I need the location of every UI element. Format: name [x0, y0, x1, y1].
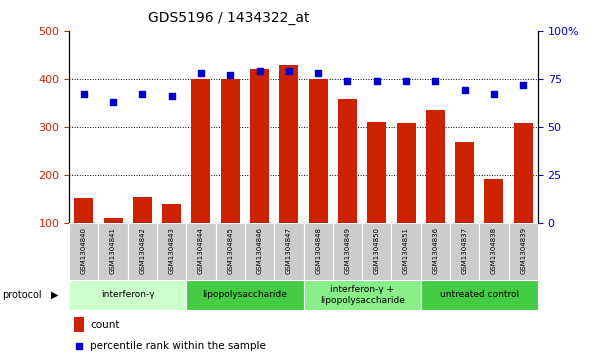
- Text: GSM1304851: GSM1304851: [403, 227, 409, 274]
- Bar: [309, 79, 328, 223]
- Text: GSM1304841: GSM1304841: [110, 227, 116, 274]
- Bar: [367, 122, 386, 223]
- Bar: [162, 204, 181, 223]
- Text: lipopolysaccharide: lipopolysaccharide: [203, 290, 287, 299]
- Point: [196, 70, 206, 76]
- Bar: [514, 123, 532, 223]
- Text: GSM1304843: GSM1304843: [169, 227, 175, 274]
- Point: [519, 82, 528, 87]
- Bar: [338, 99, 357, 223]
- Point: [460, 87, 469, 93]
- Bar: [128, 223, 157, 280]
- Text: GSM1304837: GSM1304837: [462, 227, 468, 274]
- Bar: [421, 280, 538, 310]
- Text: GSM1304845: GSM1304845: [227, 227, 233, 274]
- Point: [489, 91, 499, 97]
- Point: [284, 68, 294, 74]
- Bar: [75, 198, 93, 223]
- Bar: [508, 223, 538, 280]
- Text: untreated control: untreated control: [440, 290, 519, 299]
- Point: [225, 72, 235, 78]
- Bar: [192, 79, 210, 223]
- Bar: [426, 110, 445, 223]
- Text: GSM1304850: GSM1304850: [374, 227, 380, 274]
- Text: count: count: [90, 319, 120, 330]
- Point: [138, 91, 147, 97]
- Text: GSM1304836: GSM1304836: [432, 227, 438, 274]
- Bar: [69, 280, 186, 310]
- Text: GSM1304844: GSM1304844: [198, 227, 204, 274]
- Bar: [304, 280, 421, 310]
- Text: GSM1304849: GSM1304849: [344, 227, 350, 274]
- Point: [255, 68, 264, 74]
- Bar: [186, 223, 216, 280]
- Bar: [450, 223, 480, 280]
- Point: [372, 78, 382, 84]
- Bar: [484, 179, 504, 223]
- Bar: [279, 65, 298, 223]
- Bar: [250, 69, 269, 223]
- Point: [167, 93, 177, 99]
- Bar: [69, 223, 99, 280]
- Text: ▶: ▶: [52, 290, 59, 300]
- Text: interferon-γ: interferon-γ: [101, 290, 154, 299]
- Bar: [216, 223, 245, 280]
- Text: interferon-γ +
lipopolysaccharide: interferon-γ + lipopolysaccharide: [320, 285, 404, 305]
- Text: GSM1304838: GSM1304838: [491, 227, 497, 274]
- Text: GSM1304847: GSM1304847: [286, 227, 292, 274]
- Text: GSM1304846: GSM1304846: [257, 227, 263, 274]
- Bar: [391, 223, 421, 280]
- Bar: [157, 223, 186, 280]
- Bar: [133, 197, 152, 223]
- Bar: [186, 280, 304, 310]
- Bar: [480, 223, 508, 280]
- Text: GSM1304840: GSM1304840: [81, 227, 87, 274]
- Point: [75, 343, 84, 348]
- Text: GSM1304842: GSM1304842: [139, 227, 145, 274]
- Bar: [99, 223, 127, 280]
- Bar: [455, 142, 474, 223]
- Bar: [74, 317, 84, 332]
- Bar: [274, 223, 304, 280]
- Point: [79, 91, 88, 97]
- Bar: [103, 219, 123, 223]
- Point: [430, 78, 440, 84]
- Point: [343, 78, 352, 84]
- Bar: [397, 123, 415, 223]
- Text: GDS5196 / 1434322_at: GDS5196 / 1434322_at: [148, 11, 309, 25]
- Point: [401, 78, 411, 84]
- Text: GSM1304848: GSM1304848: [315, 227, 321, 274]
- Bar: [362, 223, 391, 280]
- Point: [108, 99, 118, 105]
- Point: [313, 70, 323, 76]
- Bar: [245, 223, 274, 280]
- Bar: [304, 223, 333, 280]
- Bar: [421, 223, 450, 280]
- Text: protocol: protocol: [2, 290, 41, 300]
- Bar: [221, 79, 240, 223]
- Bar: [333, 223, 362, 280]
- Text: percentile rank within the sample: percentile rank within the sample: [90, 341, 266, 351]
- Text: GSM1304839: GSM1304839: [520, 227, 526, 274]
